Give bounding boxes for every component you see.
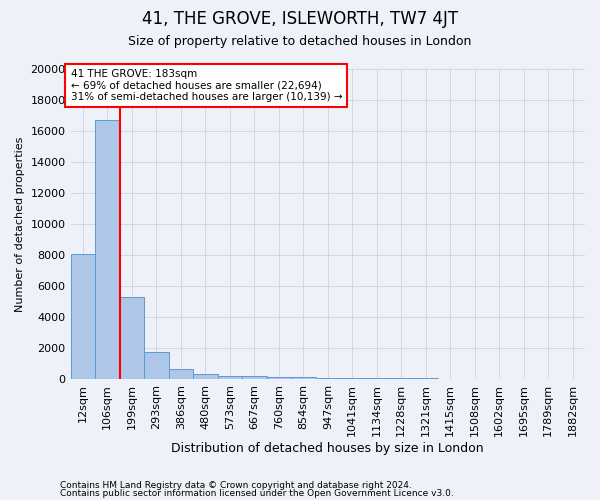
Bar	[144, 352, 169, 380]
Bar	[316, 378, 340, 380]
Bar	[95, 120, 119, 380]
Text: Contains public sector information licensed under the Open Government Licence v3: Contains public sector information licen…	[60, 488, 454, 498]
Bar	[438, 378, 463, 380]
Bar	[463, 378, 487, 380]
Text: 41 THE GROVE: 183sqm
← 69% of detached houses are smaller (22,694)
31% of semi-d: 41 THE GROVE: 183sqm ← 69% of detached h…	[71, 69, 342, 102]
Text: 41, THE GROVE, ISLEWORTH, TW7 4JT: 41, THE GROVE, ISLEWORTH, TW7 4JT	[142, 10, 458, 28]
Bar	[389, 378, 413, 380]
Bar	[512, 379, 536, 380]
Bar	[193, 374, 218, 380]
Bar	[218, 376, 242, 380]
Y-axis label: Number of detached properties: Number of detached properties	[15, 136, 25, 312]
Bar	[119, 297, 144, 380]
Text: Size of property relative to detached houses in London: Size of property relative to detached ho…	[128, 35, 472, 48]
Bar	[340, 378, 365, 380]
Bar	[291, 377, 316, 380]
Bar	[536, 379, 560, 380]
Bar	[413, 378, 438, 380]
Bar	[266, 376, 291, 380]
Bar	[487, 379, 512, 380]
X-axis label: Distribution of detached houses by size in London: Distribution of detached houses by size …	[172, 442, 484, 455]
Bar	[169, 368, 193, 380]
Bar	[242, 376, 266, 380]
Bar	[365, 378, 389, 380]
Text: Contains HM Land Registry data © Crown copyright and database right 2024.: Contains HM Land Registry data © Crown c…	[60, 481, 412, 490]
Bar	[71, 254, 95, 380]
